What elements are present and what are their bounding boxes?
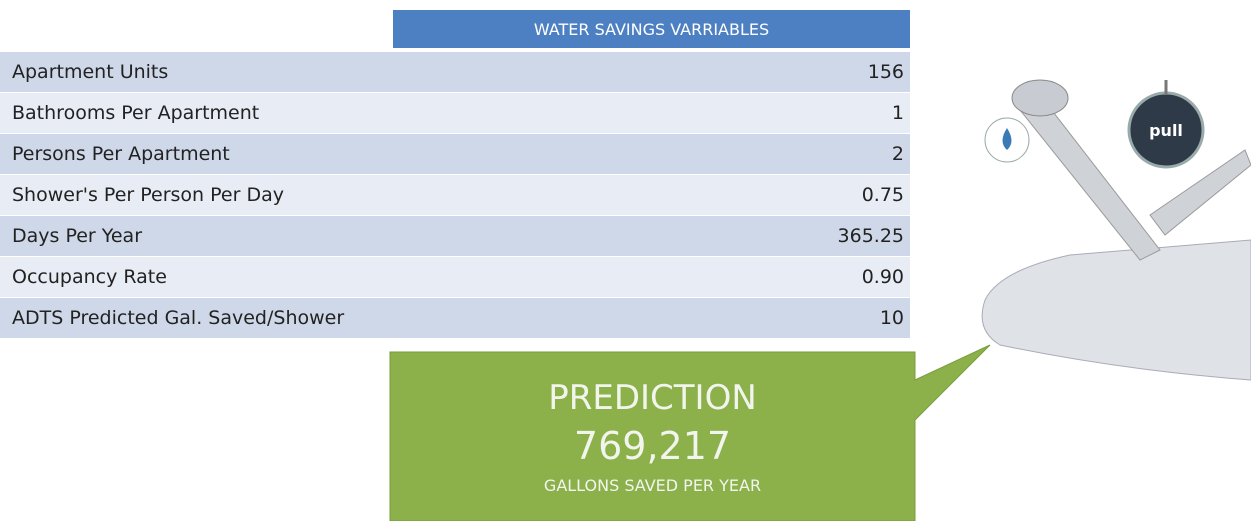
row-value: 0.90 bbox=[385, 257, 910, 297]
row-value: 0.75 bbox=[385, 175, 910, 215]
row-value: 2 bbox=[385, 134, 910, 174]
row-value: 156 bbox=[385, 52, 910, 92]
row-label: Occupancy Rate bbox=[0, 257, 385, 297]
row-value: 365.25 bbox=[385, 216, 910, 256]
callout-value: 769,217 bbox=[390, 424, 915, 468]
row-value: 10 bbox=[385, 298, 910, 338]
row-label: ADTS Predicted Gal. Saved/Shower bbox=[0, 298, 385, 338]
row-label: Days Per Year bbox=[0, 216, 385, 256]
row-label: Shower's Per Person Per Day bbox=[0, 175, 385, 215]
row-label: Bathrooms Per Apartment bbox=[0, 93, 385, 133]
table-header: WATER SAVINGS VARRIABLES bbox=[393, 10, 910, 48]
tub-spout bbox=[982, 240, 1251, 380]
row-value: 1 bbox=[385, 93, 910, 133]
row-label: Persons Per Apartment bbox=[0, 134, 385, 174]
shower-head bbox=[1012, 80, 1068, 116]
badge-text: pull bbox=[1149, 121, 1183, 140]
page: pull WATER SAVINGS VARRIABLES Apartment … bbox=[0, 0, 1251, 521]
prediction-callout: PREDICTION 769,217 GALLONS SAVED PER YEA… bbox=[390, 352, 915, 521]
callout-caption: GALLONS SAVED PER YEAR bbox=[390, 476, 915, 495]
row-label: Apartment Units bbox=[0, 52, 385, 92]
callout-title: PREDICTION bbox=[390, 378, 915, 418]
